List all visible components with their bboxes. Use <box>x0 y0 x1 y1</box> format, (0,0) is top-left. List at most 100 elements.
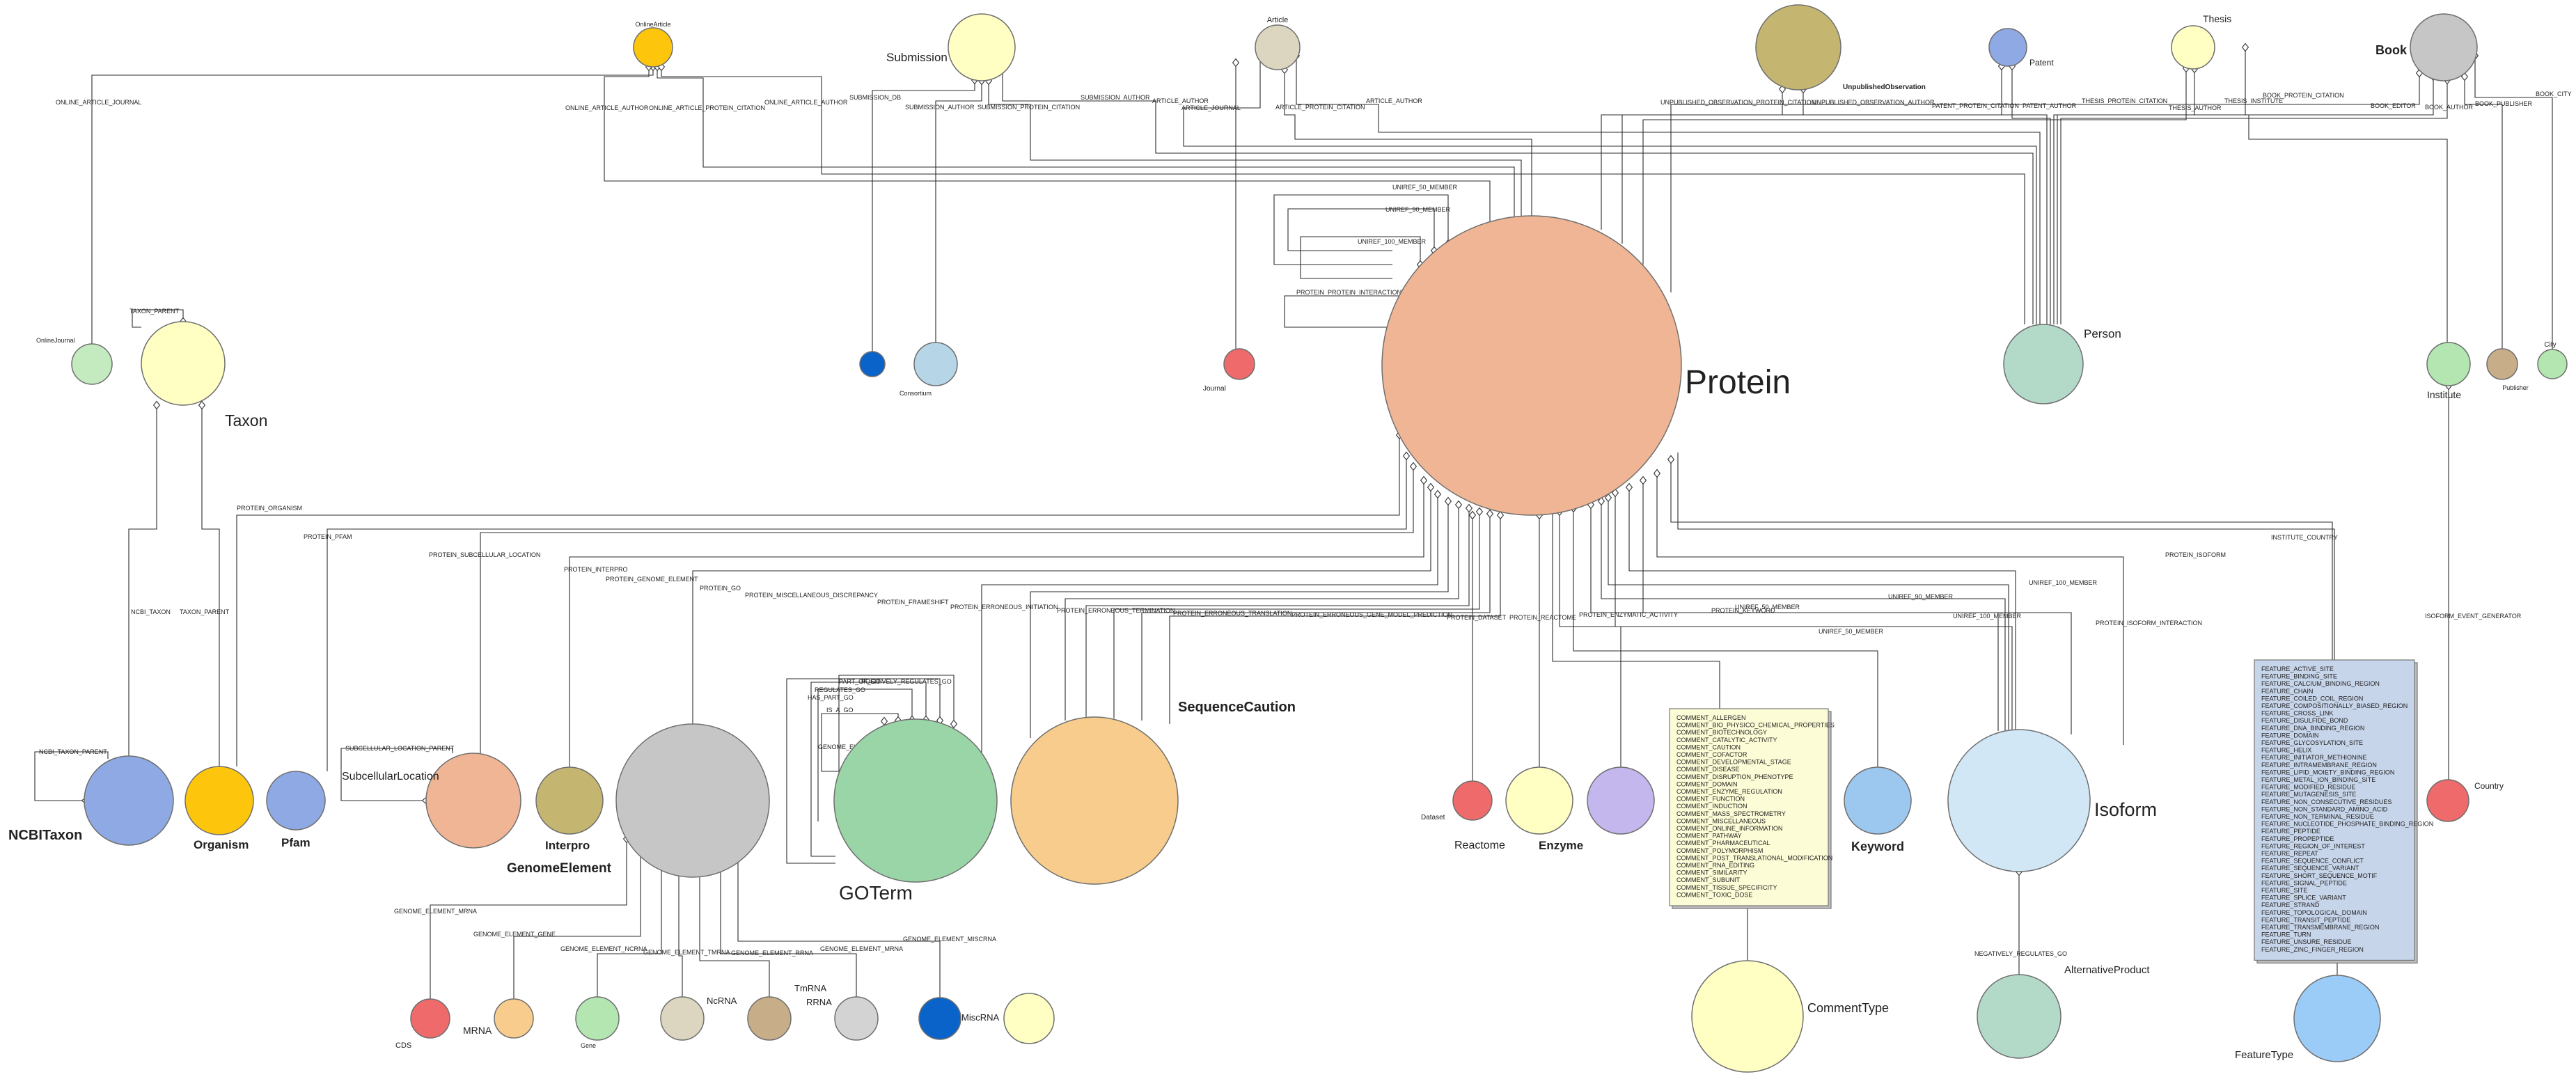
edge-line[interactable] <box>1183 51 2037 324</box>
node-circle[interactable] <box>1977 974 2061 1059</box>
edge-line[interactable] <box>1284 295 1404 328</box>
edge-line[interactable] <box>132 309 187 328</box>
node-circle[interactable] <box>535 766 604 835</box>
node-circle[interactable] <box>1452 780 1493 821</box>
edge-line[interactable] <box>513 844 645 999</box>
node-circle[interactable] <box>1381 215 1682 516</box>
edge-line[interactable] <box>984 76 1522 217</box>
node-trna[interactable] <box>1003 993 1055 1044</box>
node-circle[interactable] <box>1003 993 1055 1044</box>
node-circle[interactable] <box>1988 28 2027 67</box>
node-circle[interactable] <box>410 998 450 1039</box>
node-gene[interactable]: Gene <box>575 996 620 1049</box>
node-db[interactable] <box>859 351 886 377</box>
edge-line[interactable] <box>1300 236 1424 279</box>
edge-line[interactable] <box>480 462 1417 753</box>
edge-line[interactable] <box>340 748 453 805</box>
edge-line[interactable] <box>2241 42 2448 343</box>
node-alternativeproduct[interactable]: AlternativeProduct <box>1977 964 2150 1059</box>
edge-line[interactable] <box>786 678 944 864</box>
node-goterm[interactable]: GOTerm <box>833 718 998 904</box>
node-circle[interactable] <box>266 771 326 831</box>
edge-line[interactable] <box>675 858 683 997</box>
edge-line[interactable] <box>838 675 958 780</box>
node-circle[interactable] <box>184 766 254 835</box>
node-ncrna[interactable]: NcRNA <box>660 996 737 1041</box>
edge-line[interactable] <box>1065 500 1463 721</box>
edge-line[interactable] <box>1280 65 1532 216</box>
edge-line[interactable] <box>1141 509 1494 721</box>
node-circle[interactable] <box>859 351 886 377</box>
node-country[interactable]: Country <box>2426 779 2504 822</box>
node-circle[interactable] <box>948 13 1016 81</box>
node-genomeelement[interactable]: GenomeElement <box>507 723 770 878</box>
edge-line[interactable] <box>2460 72 2503 349</box>
node-circle[interactable] <box>494 998 534 1039</box>
edge-line[interactable] <box>2471 51 2553 349</box>
node-circle[interactable] <box>2486 348 2518 380</box>
node-circle[interactable] <box>84 755 174 846</box>
edge-line[interactable] <box>2060 75 2451 324</box>
edge-line[interactable] <box>2008 61 2051 324</box>
edge-line[interactable] <box>569 475 1428 767</box>
edge-line[interactable] <box>1113 507 1484 718</box>
node-enzyme[interactable]: Enzyme <box>1539 766 1655 852</box>
node-circle[interactable] <box>141 321 226 406</box>
node-circle[interactable] <box>833 718 998 883</box>
edge-line[interactable] <box>1642 63 2190 265</box>
node-pfam[interactable]: Pfam <box>266 771 326 849</box>
node-circle[interactable] <box>918 997 961 1040</box>
edge-line[interactable] <box>821 713 902 759</box>
edge-line[interactable] <box>692 482 1435 724</box>
edge-line[interactable] <box>236 430 1404 766</box>
node-thesis[interactable]: Thesis <box>2171 13 2231 70</box>
edge-line[interactable] <box>1621 61 2006 244</box>
edge-line[interactable] <box>1169 510 1505 724</box>
edge-line[interactable] <box>734 848 941 998</box>
edge-line[interactable] <box>198 400 220 766</box>
node-circle[interactable] <box>2410 13 2478 81</box>
node-dataset[interactable]: Dataset <box>1421 780 1493 821</box>
edge-line[interactable] <box>1611 488 2013 730</box>
edge-line[interactable] <box>2057 72 2437 324</box>
node-circle[interactable] <box>2426 342 2471 386</box>
node-keyword[interactable]: Keyword <box>1844 766 1912 853</box>
edge-line[interactable] <box>1625 482 2016 730</box>
node-patent[interactable]: Patent <box>1988 28 2054 68</box>
node-tmrna[interactable]: TmRNA <box>747 983 827 1041</box>
node-circle[interactable] <box>747 996 792 1041</box>
node-circle[interactable] <box>2171 25 2215 70</box>
edge-line[interactable] <box>1799 84 2048 324</box>
node-organism[interactable]: Organism <box>184 766 254 851</box>
edge-line[interactable] <box>981 489 1442 754</box>
node-circle[interactable] <box>660 996 705 1041</box>
edge-line[interactable] <box>327 451 1411 771</box>
node-sequencecaution[interactable]: SequenceCaution <box>1010 700 1296 885</box>
edge-line[interactable] <box>998 65 2034 324</box>
edge-line[interactable] <box>1601 84 1786 230</box>
node-circle[interactable] <box>834 996 879 1041</box>
node-circle[interactable] <box>575 996 620 1041</box>
node-person[interactable]: Person <box>2003 324 2121 404</box>
edge-line[interactable] <box>817 688 916 821</box>
edge-line[interactable] <box>430 834 631 999</box>
node-circle[interactable] <box>1505 766 1573 835</box>
edge-line[interactable] <box>1273 194 1452 265</box>
node-consortium[interactable]: Consortium <box>900 342 958 397</box>
edge-line[interactable] <box>1604 493 2009 730</box>
node-institute[interactable]: Institute <box>2426 342 2471 400</box>
node-circle[interactable] <box>2537 349 2568 379</box>
node-circle[interactable] <box>1010 716 1179 885</box>
edge-line[interactable] <box>1670 68 2424 292</box>
edge-line[interactable] <box>696 858 770 997</box>
edge-line[interactable] <box>935 76 986 343</box>
node-protein[interactable]: Protein <box>1381 215 1791 516</box>
edge-line[interactable] <box>657 62 2025 324</box>
edge-line[interactable] <box>1653 469 2124 745</box>
node-featuretype[interactable]: FeatureType <box>2235 975 2381 1062</box>
edge-line[interactable] <box>128 400 161 756</box>
node-circle[interactable] <box>1223 348 1255 380</box>
edge-line[interactable] <box>1597 496 2006 730</box>
edge-line[interactable] <box>1555 507 1621 767</box>
edge-line[interactable] <box>1292 51 2041 324</box>
